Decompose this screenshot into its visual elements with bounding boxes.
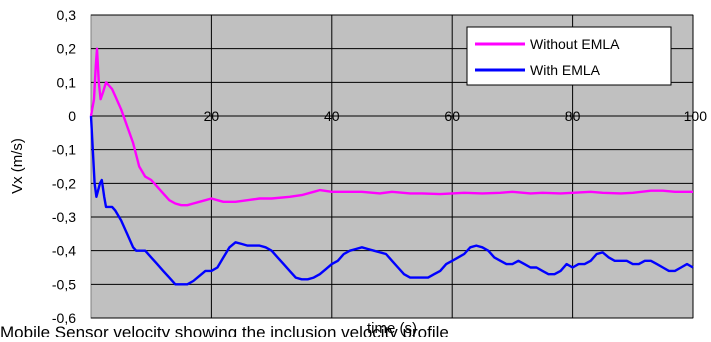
y-tick-label: 0,2 bbox=[57, 41, 77, 57]
series-group bbox=[89, 47, 694, 286]
legend-box bbox=[466, 26, 672, 86]
y-tick-labels: 0,3 0,2 0,1 0 -0,1 -0,2 -0,3 -0,4 -0,5 -0,6 bbox=[52, 7, 76, 326]
legend-label-without-emla: Without EMLA bbox=[530, 36, 620, 52]
y-tick-label: -0,1 bbox=[52, 142, 76, 158]
y-tick-label: -0,3 bbox=[52, 209, 76, 225]
figure-caption: Mobile Sensor velocity showing the inclu… bbox=[0, 324, 449, 337]
x-tick-labels: 20 40 60 80 100 bbox=[204, 108, 708, 124]
y-tick-label: -0,4 bbox=[52, 243, 76, 259]
x-tick-label: 80 bbox=[565, 108, 581, 124]
y-axis-label: Vx (m/s) bbox=[9, 138, 26, 194]
legend: Without EMLA With EMLA bbox=[466, 26, 672, 86]
y-tick-label: 0,3 bbox=[57, 7, 77, 23]
legend-label-with-emla: With EMLA bbox=[530, 62, 601, 78]
x-tick-label: 20 bbox=[204, 108, 220, 124]
y-tick-label: 0 bbox=[68, 108, 76, 124]
y-tick-label: -0,6 bbox=[52, 310, 76, 326]
y-tick-label: -0,5 bbox=[52, 276, 76, 292]
x-tick-label: 40 bbox=[324, 108, 340, 124]
y-tick-label: 0,1 bbox=[57, 74, 77, 90]
y-tick-label: -0,2 bbox=[52, 175, 76, 191]
x-axis-label: time (s) bbox=[367, 320, 417, 337]
x-tick-label: 60 bbox=[444, 108, 460, 124]
x-tick-label: 100 bbox=[684, 108, 708, 124]
series-line-without-emla bbox=[89, 47, 693, 207]
series-line-with-emla bbox=[89, 115, 694, 286]
